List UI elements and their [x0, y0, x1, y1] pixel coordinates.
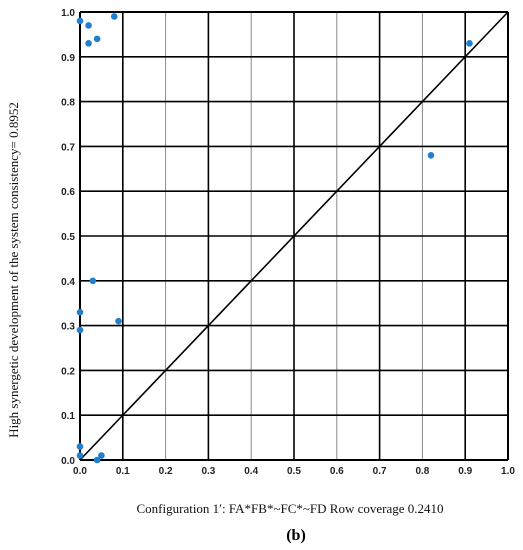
data-point: [466, 40, 473, 47]
y-tick-label: 0.8: [61, 98, 75, 109]
y-tick-labels: 0.0 0.1 0.2 0.3 0.4 0.5 0.6 0.7 0.8 0.9 1.0: [61, 8, 75, 467]
data-point: [76, 308, 84, 316]
x-tick-label: 0.7: [373, 466, 387, 477]
data-point: [110, 13, 118, 20]
data-point: [76, 326, 84, 334]
y-tick-label: 0.7: [61, 142, 75, 153]
y-tick-label: 0.2: [61, 366, 75, 377]
x-tick-label: 0.1: [116, 466, 130, 477]
x-axis-label: Configuration 1′: FA*FB*~FC*~FD Row cove…: [137, 501, 444, 516]
x-tick-label: 0.2: [159, 466, 173, 477]
x-tick-label: 0.8: [415, 466, 429, 477]
data-point: [93, 35, 101, 43]
y-tick-label: 0.6: [61, 187, 75, 198]
y-tick-label: 0.9: [61, 53, 75, 64]
x-tick-labels: 0.0 0.1 0.2 0.3 0.4 0.5 0.6 0.7 0.8 0.9 1.0: [73, 466, 515, 477]
data-point: [89, 277, 97, 285]
data-point: [76, 443, 84, 450]
x-tick-label: 0.0: [73, 466, 87, 477]
x-tick-label: 0.9: [458, 466, 472, 477]
data-point: [85, 40, 92, 47]
data-point: [115, 317, 122, 325]
y-tick-label: 1.0: [61, 8, 75, 19]
y-tick-label: 0.1: [61, 411, 75, 422]
y-tick-label: 0.4: [61, 277, 75, 288]
data-points: [76, 13, 473, 464]
x-tick-label: 0.6: [330, 466, 344, 477]
data-point: [76, 17, 84, 25]
y-axis-label: High synergetic development of the syste…: [6, 102, 21, 438]
y-tick-label: 0.5: [61, 232, 75, 243]
data-point: [98, 452, 105, 459]
data-point: [93, 456, 101, 464]
data-point: [427, 152, 435, 159]
panel-label: (b): [286, 527, 306, 544]
x-tick-label: 0.4: [244, 466, 258, 477]
x-tick-label: 0.5: [287, 466, 301, 477]
data-point: [85, 22, 92, 29]
y-tick-label: 0.0: [61, 456, 75, 467]
y-tick-label: 0.3: [61, 322, 75, 333]
grid-lines: [79, 11, 509, 461]
diagonal-reference-line: [79, 11, 509, 461]
x-tick-label: 1.0: [501, 466, 515, 477]
x-tick-label: 0.3: [201, 466, 215, 477]
data-point: [76, 452, 84, 459]
